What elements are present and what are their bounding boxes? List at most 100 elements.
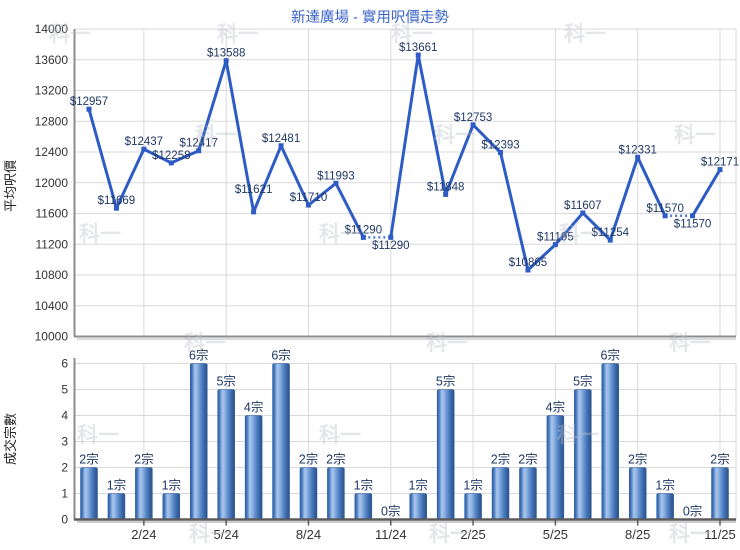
x-tick-label: 2/24 bbox=[131, 527, 156, 542]
watermark-text: 科一 bbox=[669, 522, 711, 546]
price-line-segment bbox=[526, 243, 557, 272]
transaction-bar bbox=[272, 363, 290, 520]
price-point-marker bbox=[607, 237, 613, 243]
watermark-text: 科一 bbox=[669, 331, 711, 355]
watermark-text: 科一 bbox=[77, 423, 119, 447]
price-line-segment bbox=[389, 53, 420, 239]
price-point-marker bbox=[580, 210, 586, 216]
watermark-text: 科一 bbox=[79, 222, 121, 246]
watermark-text: 科一 bbox=[319, 423, 361, 447]
price-line-segment bbox=[636, 155, 667, 218]
price-point-marker bbox=[525, 267, 531, 273]
transaction-count-label: 2宗 bbox=[79, 452, 98, 467]
x-tick-label: 11/24 bbox=[375, 527, 407, 542]
price-line-segment bbox=[499, 151, 530, 272]
watermark-text: 科一 bbox=[426, 331, 468, 355]
transaction-count-label: 4宗 bbox=[244, 400, 263, 415]
transaction-bar bbox=[299, 467, 318, 520]
price-point-label: $11621 bbox=[235, 184, 273, 196]
transaction-bar bbox=[409, 493, 427, 520]
transaction-bar bbox=[628, 467, 647, 520]
data-labels-layer: 14000 13600 13200 12800 12400 12000 11600 11200… bbox=[35, 22, 740, 542]
transaction-bar bbox=[107, 493, 126, 520]
transaction-count-label: 2宗 bbox=[628, 452, 647, 467]
price-line-segment bbox=[553, 211, 585, 247]
price-line-segment bbox=[471, 123, 503, 155]
transaction-count-label: 6宗 bbox=[189, 348, 208, 363]
price-point-label: $11254 bbox=[591, 227, 629, 239]
price-line-segment bbox=[306, 181, 338, 207]
price-point-marker bbox=[251, 209, 257, 215]
transaction-count-label: 1宗 bbox=[354, 478, 373, 493]
price-point-label: $12393 bbox=[481, 140, 519, 152]
transaction-bar bbox=[436, 389, 455, 520]
price-point-marker bbox=[388, 234, 394, 240]
transaction-count-label: 2宗 bbox=[326, 452, 345, 467]
price-point-marker bbox=[113, 205, 119, 211]
x-tick-label: 11/25 bbox=[704, 527, 736, 542]
transaction-count-label: 5宗 bbox=[436, 374, 455, 389]
price-line-segment bbox=[691, 168, 722, 218]
price-point-marker bbox=[690, 213, 696, 219]
price-point-marker bbox=[635, 154, 641, 160]
transaction-bar bbox=[491, 467, 510, 520]
price-line-segment bbox=[142, 147, 173, 165]
price-point-label: $12753 bbox=[454, 112, 492, 124]
price-point-label: $11290 bbox=[372, 240, 410, 252]
x-tick-label: 5/24 bbox=[214, 527, 239, 542]
price-line-segment bbox=[608, 155, 640, 242]
price-line-segment bbox=[197, 59, 228, 153]
grid-layer bbox=[75, 28, 737, 520]
price-point-label: $12171 bbox=[701, 157, 739, 169]
price-point-marker bbox=[141, 146, 147, 152]
price-point-marker bbox=[223, 58, 229, 64]
transaction-count-label: 1宗 bbox=[408, 478, 427, 493]
transaction-count-label: 4宗 bbox=[546, 400, 565, 415]
price-point-marker bbox=[443, 191, 449, 197]
price-line-segment bbox=[444, 123, 475, 196]
transaction-count-label: 2宗 bbox=[299, 452, 318, 467]
transaction-count-label: 6宗 bbox=[271, 348, 290, 363]
transaction-count-label: 2宗 bbox=[134, 452, 153, 467]
price-line-segment bbox=[252, 144, 283, 214]
price-ytick-label: 13200 bbox=[35, 84, 69, 98]
price-point-marker bbox=[86, 106, 92, 112]
transaction-count-label: 5宗 bbox=[573, 374, 592, 389]
x-tick-label: 2/25 bbox=[460, 527, 485, 542]
price-point-marker bbox=[552, 242, 558, 248]
count-ytick-label: 4 bbox=[61, 409, 68, 423]
price-axis-title: 平均呎價 bbox=[3, 160, 18, 212]
price-point-marker bbox=[196, 148, 202, 154]
price-point-marker bbox=[360, 234, 366, 240]
transaction-bar bbox=[519, 467, 537, 520]
price-ytick-label: 12800 bbox=[35, 114, 69, 128]
count-ytick-label: 6 bbox=[61, 357, 68, 371]
watermark-text: 科一 bbox=[564, 22, 606, 46]
watermark-text: 科一 bbox=[429, 522, 471, 546]
price-point-label: $12417 bbox=[180, 138, 218, 150]
price-line-layer bbox=[86, 52, 723, 273]
count-ytick-label: 0 bbox=[61, 513, 68, 527]
price-point-label: $12481 bbox=[262, 133, 300, 145]
price-line-segment bbox=[334, 181, 365, 239]
price-point-marker bbox=[305, 202, 311, 208]
axes-layer bbox=[73, 29, 736, 526]
transaction-count-label: 6宗 bbox=[601, 348, 620, 363]
count-ytick-label: 1 bbox=[61, 487, 68, 501]
price-point-label: $11607 bbox=[564, 200, 602, 212]
price-point-label: $10865 bbox=[509, 257, 547, 269]
transaction-bar bbox=[217, 389, 235, 520]
watermark-text: 科一 bbox=[391, 22, 433, 46]
count-axis-title: 成交宗數 bbox=[3, 413, 18, 465]
transaction-count-label: 1宗 bbox=[107, 478, 126, 493]
watermark-text: 科一 bbox=[559, 222, 601, 246]
price-point-marker bbox=[470, 122, 476, 128]
price-ytick-label: 10400 bbox=[35, 299, 69, 313]
price-line-segment bbox=[114, 147, 146, 210]
price-ytick-label: 14000 bbox=[35, 22, 69, 36]
count-ytick-label: 5 bbox=[61, 383, 68, 397]
price-point-label: $12331 bbox=[619, 144, 657, 156]
transaction-bar bbox=[189, 363, 208, 520]
price-point-marker bbox=[168, 160, 174, 166]
